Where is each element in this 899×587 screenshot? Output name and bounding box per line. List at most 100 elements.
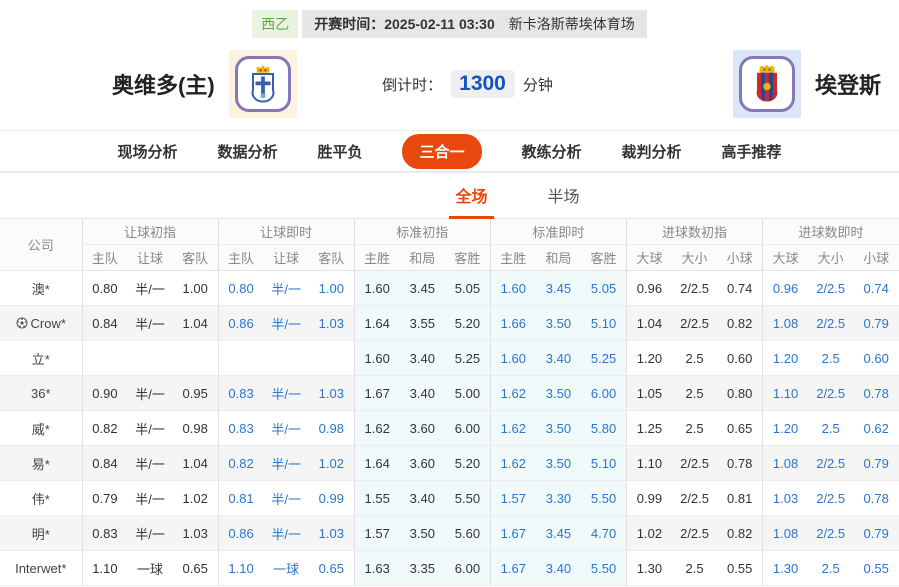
odds-cell-进球数初指-大小: 2/2.5 [671, 515, 718, 551]
kickoff-time: 开赛时间：2025-02-11 03:30 [314, 16, 495, 32]
countdown-label: 倒计时： [382, 76, 443, 94]
odds-cell-进球数初指-大小: 2/2.5 [671, 445, 718, 481]
odds-cell-让球即时-让球: 半/一 [263, 375, 309, 411]
nav-tab-数据分析[interactable]: 数据分析 [217, 143, 278, 161]
company-cell: 易* [0, 445, 82, 481]
odds-cell-标准初指-客胜: 6.00 [445, 410, 491, 446]
odds-cell-让球初指-客队: 0.65 [172, 550, 219, 586]
analysis-nav-tabs: 现场分析 数据分析 胜平负 三合一 教练分析 裁判分析 高手推荐 [0, 131, 899, 171]
sub-header-进球数即时-小球: 小球 [853, 244, 899, 271]
odds-cell-进球数即时-小球: 0.55 [853, 550, 899, 586]
odds-cell-标准即时-主胜: 1.66 [489, 305, 536, 341]
odds-cell-进球数即时-大球: 1.20 [762, 410, 808, 446]
countdown: 倒计时： 1300 分钟 [382, 70, 553, 98]
odds-cell-进球数初指-小球: 0.81 [717, 480, 763, 516]
odds-cell-让球初指-主队: 0.80 [81, 270, 128, 306]
odds-cell-标准即时-客胜: 5.80 [581, 410, 627, 446]
odds-cell-标准即时-客胜: 5.05 [581, 270, 627, 306]
team-header: 奥维多(主) 倒计时： 1300 分钟 [0, 38, 899, 130]
odds-cell-进球数初指-大小: 2.5 [671, 550, 718, 586]
odds-cell-标准初指-客胜: 5.50 [445, 480, 491, 516]
odds-cell-标准即时-客胜: 5.10 [581, 305, 627, 341]
odds-cell-进球数即时-大小: 2/2.5 [808, 305, 854, 341]
countdown-value: 1300 [450, 70, 515, 98]
odds-cell-进球数即时-小球: 0.79 [853, 515, 899, 551]
sub-header-标准初指-客胜: 客胜 [445, 244, 491, 271]
odds-cell-让球即时-客队: 1.03 [308, 375, 355, 411]
nav-tab-现场分析[interactable]: 现场分析 [117, 143, 178, 161]
odds-cell-让球初指-让球: 半/一 [127, 515, 173, 551]
odds-cell-标准即时-客胜: 5.10 [581, 445, 627, 481]
home-team-name: 奥维多(主) [112, 73, 215, 98]
odds-cell-让球即时-主队: 0.82 [217, 445, 264, 481]
away-team-block: 埃登斯 [732, 50, 881, 118]
sub-header-标准初指-主胜: 主胜 [353, 244, 400, 271]
odds-cell-进球数初指-大球: 1.02 [625, 515, 672, 551]
odds-cell-进球数即时-小球: 0.74 [853, 270, 899, 306]
odds-cell-进球数初指-小球: 0.82 [717, 515, 763, 551]
home-team-logo [228, 50, 297, 118]
odds-cell-让球初指-主队: 0.79 [81, 480, 128, 516]
sub-header-让球初指-让球: 让球 [127, 244, 173, 271]
group-header-让球即时: 让球即时 [217, 218, 355, 245]
odds-cell-让球即时-主队: 0.86 [217, 515, 264, 551]
odds-cell-让球初指-主队: 0.83 [81, 515, 128, 551]
odds-cell-进球数初指-小球: 0.60 [717, 340, 763, 376]
odds-cell-进球数即时-大球: 1.08 [762, 515, 808, 551]
odds-cell-标准即时-客胜: 5.50 [581, 550, 627, 586]
company-cell: 威* [0, 410, 82, 446]
odds-cell-让球初指-让球: 半/一 [127, 305, 173, 341]
odds-cell-让球初指-客队: 1.04 [172, 305, 219, 341]
soccer-ball-icon [16, 317, 28, 328]
odds-cell-标准即时-主胜: 1.60 [489, 340, 536, 376]
odds-cell-让球初指-主队 [81, 340, 128, 376]
sub-header-进球数初指-大球: 大球 [625, 244, 672, 271]
odds-cell-让球初指-客队 [172, 340, 219, 376]
odds-cell-进球数初指-小球: 0.74 [717, 270, 763, 306]
odds-cell-标准初指-客胜: 5.20 [445, 445, 491, 481]
nav-tab-裁判分析[interactable]: 裁判分析 [621, 143, 682, 161]
odds-cell-进球数初指-大球: 1.30 [625, 550, 672, 586]
odds-cell-让球即时-让球: 半/一 [263, 515, 309, 551]
odds-cell-让球初指-主队: 1.10 [81, 550, 128, 586]
odds-cell-进球数即时-大球: 1.03 [762, 480, 808, 516]
sub-header-标准即时-客胜: 客胜 [581, 244, 627, 271]
odds-cell-进球数即时-大球: 1.08 [762, 305, 808, 341]
nav-tab-教练分析[interactable]: 教练分析 [521, 143, 582, 161]
odds-cell-进球数初指-大球: 0.99 [625, 480, 672, 516]
odds-cell-让球即时-主队: 0.86 [217, 305, 264, 341]
nav-tab-三合一[interactable]: 三合一 [402, 133, 482, 169]
odds-cell-进球数即时-大小: 2.5 [808, 550, 854, 586]
odds-cell-标准初指-客胜: 5.05 [445, 270, 491, 306]
odds-cell-标准即时-和局: 3.45 [535, 270, 582, 306]
odds-cell-进球数即时-小球: 0.78 [853, 375, 899, 411]
away-team-crest [756, 65, 778, 102]
nav-tab-胜平负[interactable]: 胜平负 [317, 143, 363, 161]
company-cell: 明* [0, 515, 82, 551]
odds-cell-标准即时-主胜: 1.57 [489, 480, 536, 516]
odds-cell-标准即时-和局: 3.50 [535, 375, 582, 411]
scope-tab-全场[interactable]: 全场 [449, 173, 494, 219]
odds-cell-让球初指-让球: 半/一 [127, 480, 173, 516]
company-cell: 36* [0, 375, 82, 411]
away-team-logo [732, 50, 801, 118]
odds-cell-让球即时-客队: 0.98 [308, 410, 355, 446]
odds-cell-让球即时-客队 [308, 340, 355, 376]
odds-cell-进球数初指-大小: 2.5 [671, 410, 718, 446]
home-team-block: 奥维多(主) [112, 50, 297, 118]
odds-cell-进球数初指-大球: 1.25 [625, 410, 672, 446]
odds-cell-标准初指-客胜: 5.20 [445, 305, 491, 341]
odds-cell-让球初指-客队: 1.00 [172, 270, 219, 306]
odds-row-伟*: 伟* 0.79 半/一 1.02 0.81 半/一 0.99 1.55 3.40 5.50 1.57… [0, 480, 899, 516]
odds-cell-标准即时-和局: 3.45 [535, 515, 582, 551]
divider [0, 171, 899, 173]
odds-cell-让球即时-让球: 半/一 [263, 445, 309, 481]
sub-header-让球即时-让球: 让球 [263, 244, 309, 271]
sub-header-进球数初指-大小: 大小 [671, 244, 718, 271]
odds-cell-标准即时-客胜: 5.25 [581, 340, 627, 376]
odds-cell-标准即时-和局: 3.40 [535, 550, 582, 586]
nav-tab-高手推荐[interactable]: 高手推荐 [721, 143, 782, 161]
scope-tab-半场[interactable]: 半场 [547, 188, 580, 206]
sub-header-让球即时-主队: 主队 [217, 244, 264, 271]
odds-cell-让球即时-主队: 0.83 [217, 410, 264, 446]
